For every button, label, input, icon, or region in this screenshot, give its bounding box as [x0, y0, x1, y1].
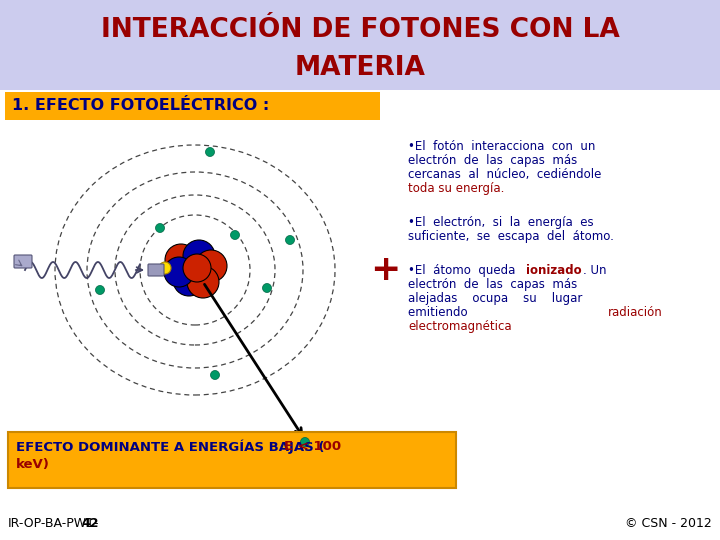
Text: keV): keV) — [16, 458, 50, 471]
Bar — [0, 0, 720, 90]
Text: IR-OP-BA-PW1-: IR-OP-BA-PW1- — [8, 517, 99, 530]
Text: electromagnética: electromagnética — [408, 320, 512, 333]
Circle shape — [183, 240, 215, 272]
Text: emitiendo: emitiendo — [408, 306, 580, 319]
FancyBboxPatch shape — [14, 255, 32, 268]
Bar — [5, 92, 380, 120]
Text: ionizado: ionizado — [526, 264, 582, 277]
Text: . Un: . Un — [583, 264, 606, 277]
Text: INTERACCIÓN DE FOTONES CON LA: INTERACCIÓN DE FOTONES CON LA — [101, 17, 619, 43]
FancyBboxPatch shape — [148, 264, 164, 276]
Text: E < 100: E < 100 — [284, 440, 341, 453]
Circle shape — [164, 257, 194, 287]
Circle shape — [230, 231, 240, 240]
Text: MATERIA: MATERIA — [294, 55, 426, 81]
Circle shape — [195, 250, 227, 282]
Text: © CSN - 2012: © CSN - 2012 — [625, 517, 712, 530]
Text: +: + — [370, 253, 400, 287]
Bar — [8, 432, 456, 488]
Text: 42: 42 — [81, 517, 99, 530]
Text: 1. EFECTO FOTOELÉCTRICO :: 1. EFECTO FOTOELÉCTRICO : — [12, 98, 269, 113]
Text: EFECTO DOMINANTE A ENERGÍAS BAJAS (: EFECTO DOMINANTE A ENERGÍAS BAJAS ( — [16, 440, 325, 455]
Circle shape — [183, 254, 211, 282]
Text: •El  átomo  queda: •El átomo queda — [408, 264, 523, 277]
Circle shape — [96, 286, 104, 294]
Text: electrón  de  las  capas  más: electrón de las capas más — [408, 154, 577, 167]
Text: •El  electrón,  si  la  energía  es: •El electrón, si la energía es — [408, 216, 593, 229]
Circle shape — [286, 235, 294, 245]
Circle shape — [300, 437, 310, 447]
Circle shape — [156, 224, 164, 233]
Text: •El  fotón  interacciona  con  un: •El fotón interacciona con un — [408, 140, 595, 153]
Circle shape — [165, 244, 197, 276]
Text: toda su energía.: toda su energía. — [408, 182, 505, 195]
Circle shape — [263, 284, 271, 293]
Text: cercanas  al  núcleo,  cediéndole: cercanas al núcleo, cediéndole — [408, 168, 601, 181]
Circle shape — [205, 147, 215, 157]
Circle shape — [210, 370, 220, 380]
Circle shape — [173, 264, 205, 296]
Text: electrón  de  las  capas  más: electrón de las capas más — [408, 278, 577, 291]
Text: radiación: radiación — [608, 306, 662, 319]
Text: suficiente,  se  escapa  del  átomo.: suficiente, se escapa del átomo. — [408, 230, 614, 243]
Circle shape — [159, 262, 171, 274]
Text: alejadas    ocupa    su    lugar: alejadas ocupa su lugar — [408, 292, 582, 305]
Circle shape — [187, 266, 219, 298]
